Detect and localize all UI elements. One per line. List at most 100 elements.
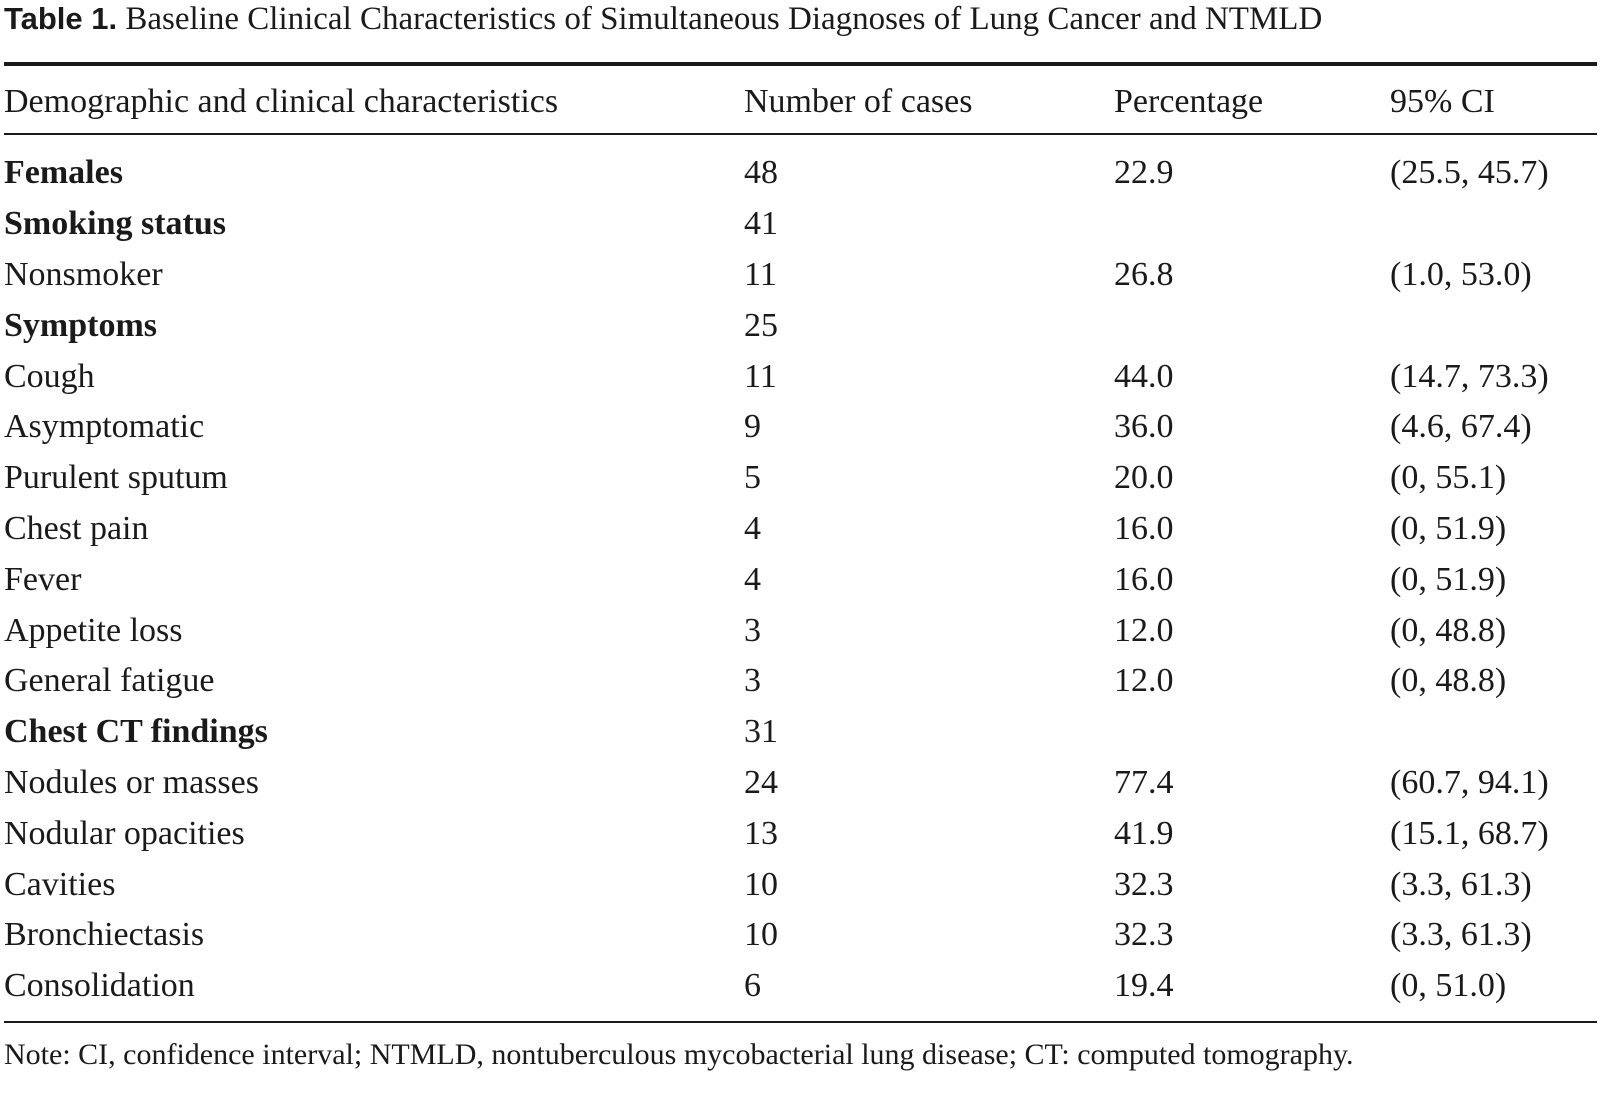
table-row: Symptoms 25 xyxy=(4,300,1597,351)
row-label: Chest pain xyxy=(4,509,149,547)
row-cases: 11 xyxy=(744,357,777,395)
row-percentage: 12.0 xyxy=(1114,662,1174,700)
row-ci: (0, 55.1) xyxy=(1390,459,1507,497)
row-ci: (4.6, 67.4) xyxy=(1390,408,1532,446)
table-title: Baseline Clinical Characteristics of Sim… xyxy=(125,1,1323,37)
row-percentage: 44.0 xyxy=(1114,357,1174,395)
row-ci: (0, 51.9) xyxy=(1390,509,1507,547)
row-cases: 10 xyxy=(744,916,778,954)
table-row: Nonsmoker 11 26.8 (1.0, 53.0) xyxy=(4,250,1597,301)
row-percentage xyxy=(1114,300,1390,351)
header-percentage: Percentage xyxy=(1114,83,1264,120)
row-ci xyxy=(1390,707,1597,758)
row-cases: 6 xyxy=(744,967,761,1005)
header-spacer xyxy=(4,128,1597,148)
row-percentage: 32.3 xyxy=(1114,916,1174,954)
row-percentage: 22.9 xyxy=(1114,154,1174,192)
row-ci: (25.5, 45.7) xyxy=(1390,154,1549,192)
row-percentage: 12.0 xyxy=(1114,611,1174,649)
row-cases: 41 xyxy=(744,205,778,243)
row-percentage: 19.4 xyxy=(1114,967,1174,1005)
row-label: Appetite loss xyxy=(4,611,183,649)
row-ci: (3.3, 61.3) xyxy=(1390,865,1532,903)
bottom-rule xyxy=(4,1021,1597,1023)
row-percentage: 26.8 xyxy=(1114,255,1174,293)
characteristics-table: Demographic and clinical characteristics… xyxy=(4,76,1597,1012)
table-caption: Table 1. Baseline Clinical Characteristi… xyxy=(4,0,1322,38)
table-row: Smoking status 41 xyxy=(4,199,1597,250)
row-percentage: 16.0 xyxy=(1114,509,1174,547)
table-row: General fatigue 3 12.0 (0, 48.8) xyxy=(4,656,1597,707)
table-row: Asymptomatic 9 36.0 (4.6, 67.4) xyxy=(4,402,1597,453)
row-ci xyxy=(1390,199,1597,250)
row-ci: (0, 51.9) xyxy=(1390,560,1507,598)
row-cases: 24 xyxy=(744,763,778,801)
row-ci: (14.7, 73.3) xyxy=(1390,357,1549,395)
row-label: Smoking status xyxy=(4,205,227,243)
row-cases: 3 xyxy=(744,662,761,700)
table-row: Chest pain 4 16.0 (0, 51.9) xyxy=(4,504,1597,555)
row-label: Purulent sputum xyxy=(4,459,228,497)
row-label: Chest CT findings xyxy=(4,713,268,751)
row-cases: 10 xyxy=(744,865,778,903)
row-cases: 5 xyxy=(744,459,761,497)
header-ci: 95% CI xyxy=(1390,83,1495,120)
table-note: Note: CI, confidence interval; NTMLD, no… xyxy=(4,1038,1354,1071)
row-label: General fatigue xyxy=(4,662,215,700)
row-ci: (1.0, 53.0) xyxy=(1390,255,1532,293)
row-cases: 25 xyxy=(744,306,778,344)
row-percentage: 77.4 xyxy=(1114,763,1174,801)
row-cases: 31 xyxy=(744,713,778,751)
header-rule xyxy=(4,133,1597,135)
row-ci: (3.3, 61.3) xyxy=(1390,916,1532,954)
table-row: Purulent sputum 5 20.0 (0, 55.1) xyxy=(4,453,1597,504)
row-cases: 48 xyxy=(744,154,778,192)
row-percentage: 32.3 xyxy=(1114,865,1174,903)
row-label: Asymptomatic xyxy=(4,408,205,446)
row-label: Symptoms xyxy=(4,306,158,344)
row-cases: 4 xyxy=(744,560,761,598)
header-number-of-cases: Number of cases xyxy=(744,83,973,120)
row-label: Nonsmoker xyxy=(4,255,163,293)
row-cases: 3 xyxy=(744,611,761,649)
table-row: Nodular opacities 13 41.9 (15.1, 68.7) xyxy=(4,808,1597,859)
table-row: Females 48 22.9 (25.5, 45.7) xyxy=(4,148,1597,199)
row-percentage: 16.0 xyxy=(1114,560,1174,598)
table-row: Nodules or masses 24 77.4 (60.7, 94.1) xyxy=(4,758,1597,809)
row-ci: (0, 51.0) xyxy=(1390,967,1507,1005)
row-label: Females xyxy=(4,154,123,192)
row-ci xyxy=(1390,300,1597,351)
row-ci: (0, 48.8) xyxy=(1390,611,1507,649)
row-cases: 11 xyxy=(744,255,777,293)
table-row: Fever 4 16.0 (0, 51.9) xyxy=(4,554,1597,605)
top-rule xyxy=(4,62,1597,66)
header-characteristics: Demographic and clinical characteristics xyxy=(4,83,559,120)
row-label: Nodular opacities xyxy=(4,814,245,852)
table-row: Consolidation 6 19.4 (0, 51.0) xyxy=(4,961,1597,1012)
row-label: Fever xyxy=(4,560,82,598)
row-cases: 4 xyxy=(744,509,761,547)
row-ci: (60.7, 94.1) xyxy=(1390,763,1549,801)
table-row: Cough 11 44.0 (14.7, 73.3) xyxy=(4,351,1597,402)
table-row: Cavities 10 32.3 (3.3, 61.3) xyxy=(4,859,1597,910)
row-cases: 13 xyxy=(744,814,778,852)
row-percentage xyxy=(1114,199,1390,250)
row-cases: 9 xyxy=(744,408,761,446)
row-ci: (0, 48.8) xyxy=(1390,662,1507,700)
row-percentage: 36.0 xyxy=(1114,408,1174,446)
row-percentage xyxy=(1114,707,1390,758)
row-label: Cough xyxy=(4,357,95,395)
row-label: Bronchiectasis xyxy=(4,916,205,954)
table-row: Appetite loss 3 12.0 (0, 48.8) xyxy=(4,605,1597,656)
row-percentage: 41.9 xyxy=(1114,814,1174,852)
row-label: Consolidation xyxy=(4,967,195,1005)
row-label: Nodules or masses xyxy=(4,763,259,801)
row-ci: (15.1, 68.7) xyxy=(1390,814,1549,852)
table-header-row: Demographic and clinical characteristics… xyxy=(4,76,1597,128)
table-body: Females 48 22.9 (25.5, 45.7) Smoking status 4… xyxy=(4,148,1597,1012)
row-label: Cavities xyxy=(4,865,116,903)
table-row: Bronchiectasis 10 32.3 (3.3, 61.3) xyxy=(4,910,1597,961)
row-percentage: 20.0 xyxy=(1114,459,1174,497)
table-label: Table 1. xyxy=(4,1,118,36)
table-row: Chest CT findings 31 xyxy=(4,707,1597,758)
